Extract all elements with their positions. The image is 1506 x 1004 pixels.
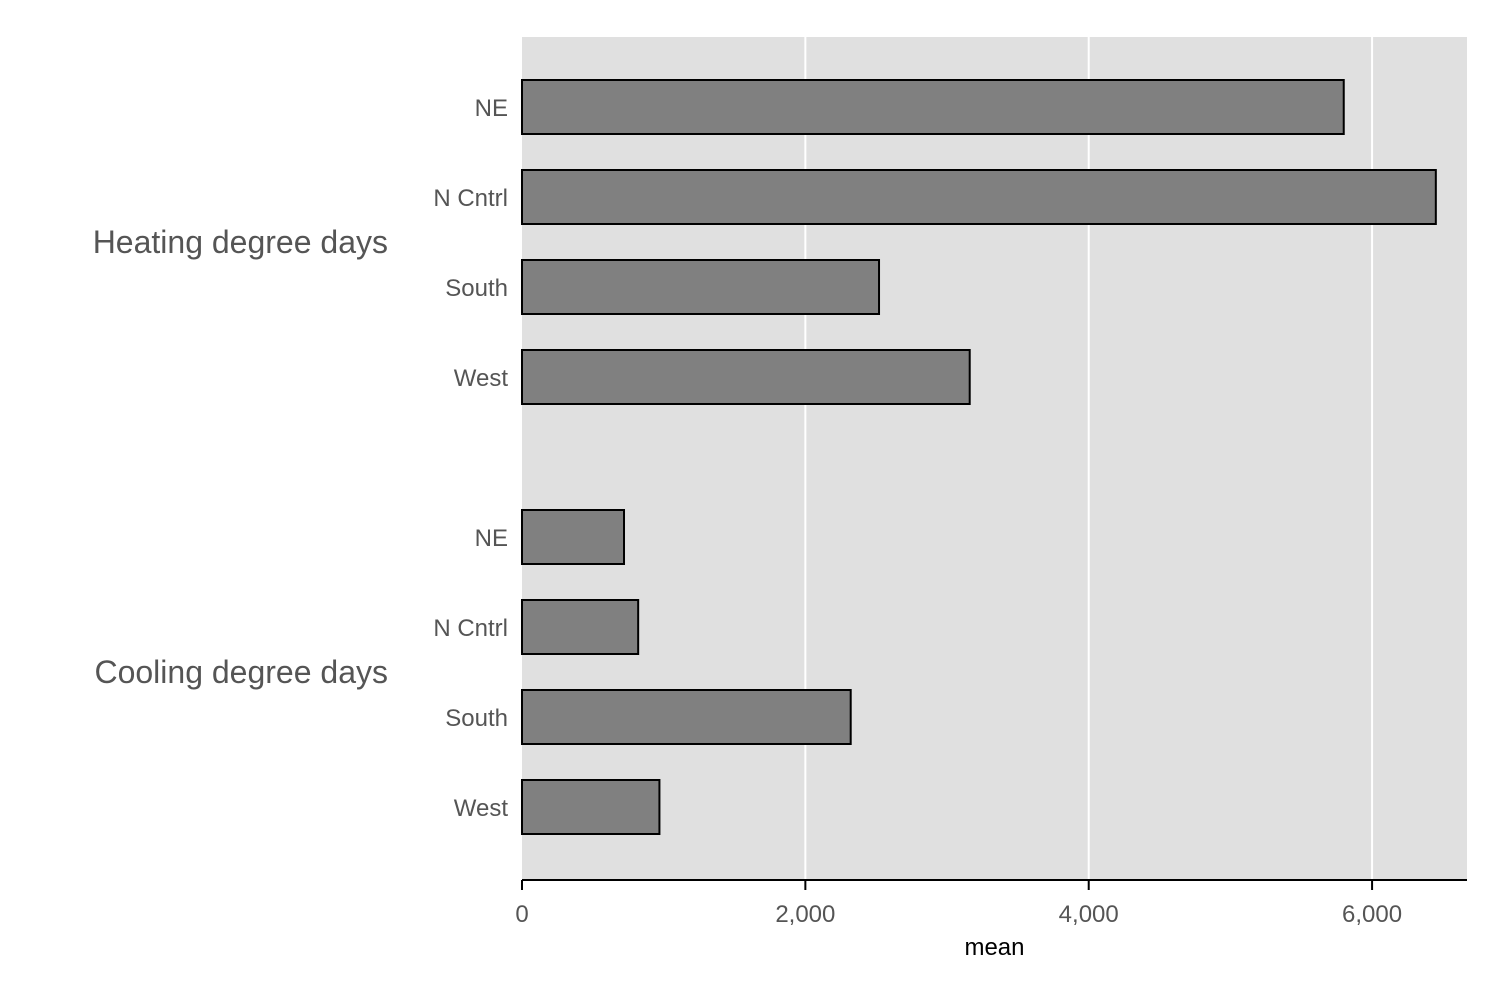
x-tick-label: 0 [515, 901, 528, 928]
category-label: NE [475, 95, 508, 122]
bar [521, 79, 1345, 135]
category-label: N Cntrl [433, 615, 508, 642]
bar [521, 259, 881, 315]
category-label: N Cntrl [433, 185, 508, 212]
category-label: South [445, 275, 508, 302]
category-label: South [445, 705, 508, 732]
group-label: Cooling degree days [94, 654, 388, 690]
x-axis: 0 2,000 4,000 6,000 [515, 879, 1467, 928]
x-tick-label: 4,000 [1059, 901, 1119, 928]
category-label: West [454, 365, 509, 392]
bar [521, 779, 661, 835]
x-tick-label: 2,000 [775, 901, 835, 928]
x-axis-title: mean [964, 934, 1024, 961]
group-label: Heating degree days [93, 224, 388, 260]
bar [521, 599, 640, 655]
bar [521, 689, 852, 745]
bar [521, 509, 626, 565]
plot-background [522, 37, 1467, 880]
bar [521, 349, 971, 405]
bar [521, 169, 1437, 225]
bars [521, 79, 1437, 835]
category-label: NE [475, 525, 508, 552]
category-label: West [454, 795, 509, 822]
category-labels: NE N Cntrl South West Heating degree days NE N… [93, 95, 509, 822]
x-tick-label: 6,000 [1342, 901, 1402, 928]
